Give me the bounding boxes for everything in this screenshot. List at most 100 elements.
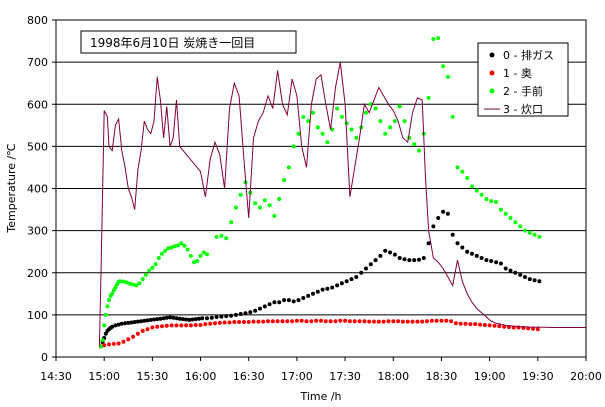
data-point [272,300,277,305]
data-point [272,213,277,218]
data-point [405,319,410,324]
x-tick-label: 18:00 [377,370,409,383]
data-point [135,331,140,336]
data-point [450,232,455,237]
data-point [473,322,478,327]
data-point [286,298,291,303]
data-point [333,319,338,324]
data-point [180,317,185,322]
data-point [441,64,446,69]
data-point [323,319,328,324]
data-point [417,257,421,262]
data-point [503,266,508,271]
data-point [344,279,349,284]
data-point [325,140,330,145]
data-point [434,318,439,323]
legend-swatch [489,88,495,94]
data-point [285,319,290,324]
data-point [294,318,299,323]
data-point [246,320,251,324]
data-point [402,119,407,124]
data-point [219,233,224,238]
series-3 [98,62,586,347]
plot-marks [98,36,586,349]
data-point [309,319,314,324]
x-tick-label: 19:30 [522,370,554,383]
data-point [518,224,523,229]
data-point [193,323,198,327]
data-point [253,308,258,313]
data-point [248,310,253,315]
data-point [110,324,115,329]
data-point [214,315,219,319]
data-point [262,304,267,309]
data-point [179,323,184,328]
data-point [335,106,340,111]
data-point [402,257,407,262]
data-point [396,319,401,324]
legend-label: 3 - 炊口 [503,103,543,116]
data-point [102,343,107,348]
data-point [277,197,282,201]
data-point [367,319,372,324]
data-point [314,318,319,323]
data-point [258,205,262,210]
data-point [267,203,272,208]
data-point [319,318,323,323]
data-point [102,323,107,328]
data-point [397,256,402,260]
data-point [116,341,121,346]
y-tick-label: 0 [41,351,48,364]
data-point [498,261,503,266]
data-point [139,319,144,324]
data-point [368,262,373,267]
legend-label: 0 - 排ガス [503,48,554,62]
data-point [155,324,160,329]
data-point [339,114,344,119]
data-point [455,241,460,246]
data-point [196,316,201,321]
series-1 [99,318,540,349]
data-point [407,258,412,263]
data-point [140,328,145,333]
data-point [429,318,434,323]
data-point [182,243,187,248]
data-point [296,298,301,303]
x-tick-label: 15:30 [137,370,169,383]
data-point [359,270,364,275]
data-point [150,325,155,330]
data-point [286,165,291,170]
data-point [208,321,213,326]
data-point [198,253,203,258]
data-point [148,317,153,322]
data-point [465,176,470,180]
data-point [205,316,209,321]
data-point [277,300,282,305]
data-point [412,258,417,263]
data-point [503,211,508,216]
data-point [282,178,287,183]
data-point [306,119,311,124]
data-point [195,259,200,263]
data-point [124,280,129,285]
data-point [209,315,214,320]
data-point [311,291,315,296]
data-point [492,323,497,328]
data-point [362,319,367,324]
data-point [347,319,352,324]
data-point [156,256,161,260]
data-point [100,338,105,343]
data-point [484,197,489,201]
data-point [275,319,280,324]
data-point [436,216,441,220]
data-point [110,291,115,296]
data-point [222,320,227,325]
data-point [439,318,444,323]
data-point [184,317,189,322]
data-point [99,344,103,349]
data-point [378,253,383,258]
data-point [518,272,523,277]
data-point [381,319,386,324]
data-point [527,230,532,235]
data-point [140,277,145,282]
